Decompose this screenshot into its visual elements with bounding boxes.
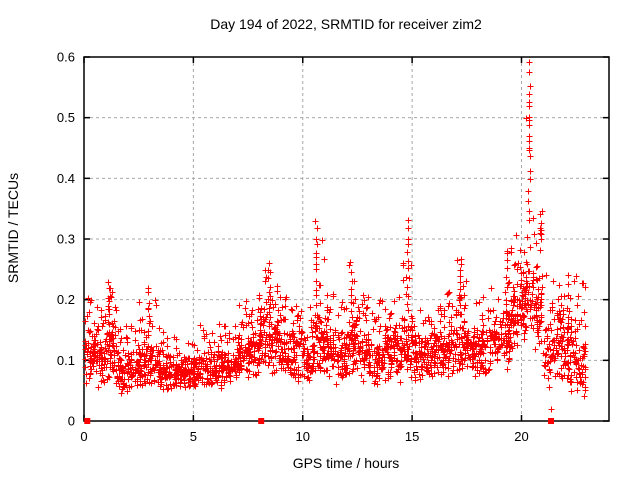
axis-ticks xyxy=(83,56,609,422)
y-tick-label: 0.2 xyxy=(57,292,75,307)
zero-value-square-marker xyxy=(84,418,91,424)
data-points xyxy=(82,59,589,424)
gridlines xyxy=(84,57,609,421)
y-tick-label: 0.1 xyxy=(57,353,75,368)
y-tick-label: 0.6 xyxy=(57,50,75,65)
x-tick-label: 5 xyxy=(190,429,197,444)
x-tick-label: 15 xyxy=(405,429,419,444)
x-tick-label: 0 xyxy=(80,429,87,444)
x-axis-label: GPS time / hours xyxy=(293,455,400,471)
chart-title: Day 194 of 2022, SRMTID for receiver zim… xyxy=(210,16,482,32)
y-tick-label: 0.3 xyxy=(57,232,75,247)
tick-labels: 0 5 10 15 20 0 0.1 0.2 0.3 0.4 0.5 0.6 xyxy=(57,50,529,445)
zero-value-square-marker xyxy=(548,418,555,424)
y-tick-label: 0 xyxy=(68,414,75,429)
zero-value-square-marker xyxy=(258,418,265,424)
x-tick-label: 20 xyxy=(514,429,528,444)
y-tick-label: 0.4 xyxy=(57,171,75,186)
x-tick-label: 10 xyxy=(296,429,310,444)
y-tick-label: 0.5 xyxy=(57,110,75,125)
y-axis-label: SRMTID / TECUs xyxy=(5,173,21,283)
